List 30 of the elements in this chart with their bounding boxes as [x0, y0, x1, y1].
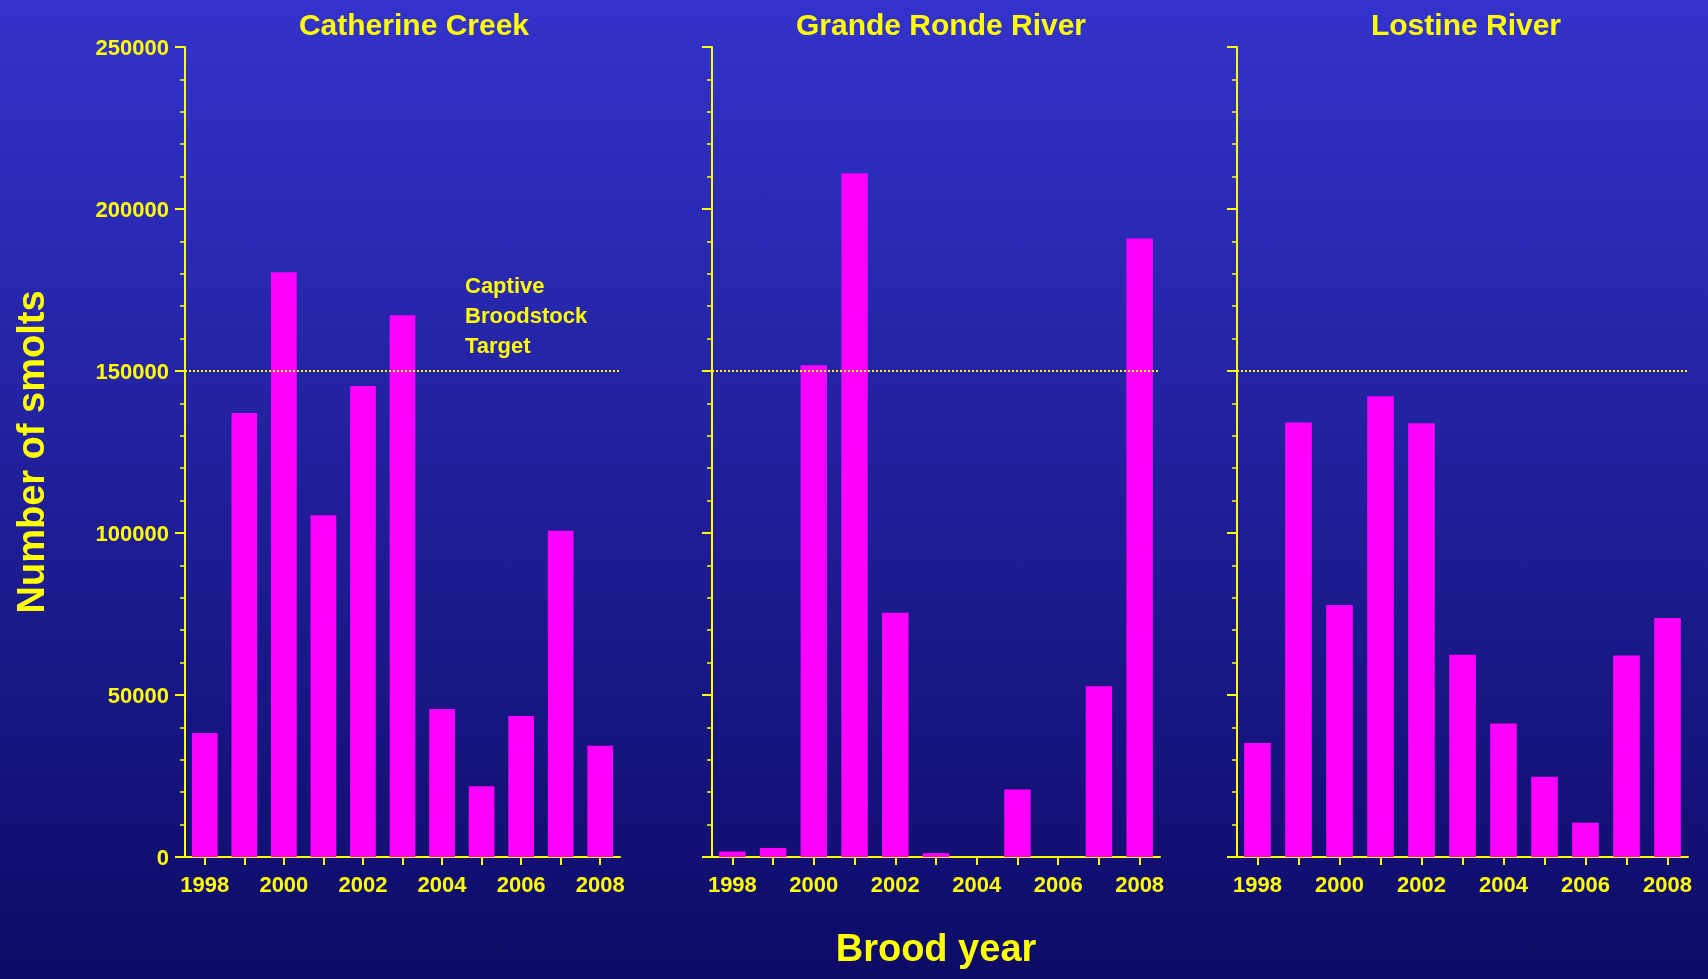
- x-tick-label: 2000: [259, 871, 309, 897]
- x-tick-label: 2004: [1479, 871, 1529, 897]
- chart-title: Catherine Creek: [298, 7, 530, 41]
- y-tick-label: 50000: [107, 682, 169, 708]
- y-tick-label: 150000: [95, 358, 169, 384]
- x-tick-label: 2006: [1033, 871, 1083, 897]
- x-tick-label: 1998: [1233, 871, 1282, 897]
- x-tick-label: 2000: [789, 871, 839, 897]
- ref-line-label: Captive Broodstock Target: [465, 272, 594, 358]
- y-axis-title: Number of smolts: [10, 290, 52, 614]
- chart-title: Lostine River: [1370, 7, 1562, 41]
- x-tick-label: 1998: [180, 871, 230, 897]
- x-tick-label: 2000: [1315, 871, 1364, 897]
- y-tick-label: 250000: [95, 34, 169, 60]
- x-tick-label: 2004: [417, 871, 468, 897]
- x-tick-label: 2006: [496, 871, 546, 897]
- y-tick-label: 0: [156, 844, 169, 870]
- chart-title: Grande Ronde River: [795, 7, 1087, 41]
- y-tick-label: 200000: [95, 196, 169, 222]
- x-tick-label: 2002: [1397, 871, 1446, 897]
- x-tick-label: 2006: [1561, 871, 1610, 897]
- x-tick-label: 2002: [870, 871, 920, 897]
- y-tick-label: 100000: [95, 520, 169, 546]
- x-axis-title: Brood year: [835, 927, 1037, 969]
- x-tick-label: 2004: [952, 871, 1002, 897]
- x-tick-label: 2008: [1115, 871, 1165, 897]
- x-tick-label: 2008: [1643, 871, 1692, 897]
- x-tick-label: 2002: [338, 871, 388, 897]
- x-tick-label: 2008: [575, 871, 625, 897]
- x-tick-label: 1998: [707, 871, 757, 897]
